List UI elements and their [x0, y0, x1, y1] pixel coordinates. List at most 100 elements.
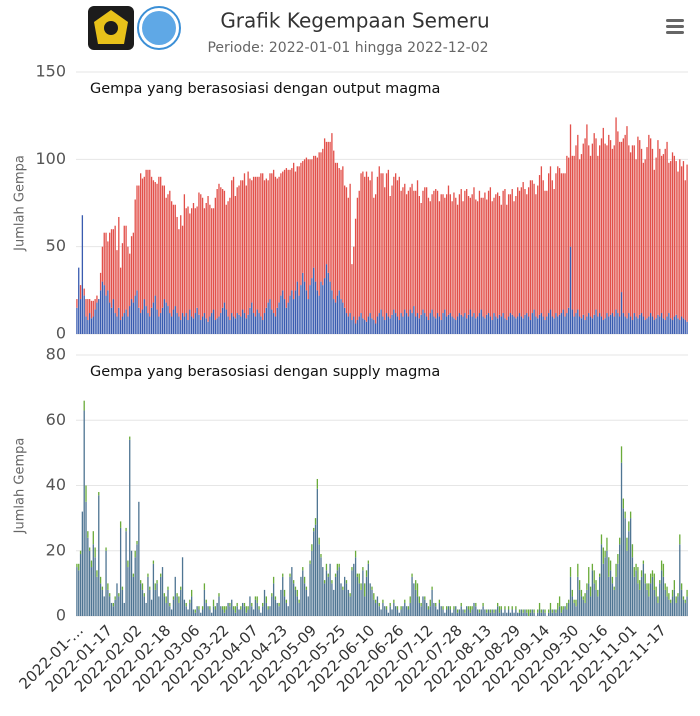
bar [553, 189, 555, 319]
bar [682, 596, 685, 600]
bar [655, 596, 657, 616]
bar [356, 320, 359, 334]
bar [608, 557, 610, 577]
bar [156, 309, 158, 334]
bar [378, 166, 380, 314]
bar [633, 576, 635, 616]
bar [262, 173, 264, 321]
bar [467, 609, 470, 616]
bar [580, 589, 583, 597]
bar [566, 609, 568, 616]
bar [557, 316, 559, 334]
bar [203, 313, 206, 334]
bar [154, 589, 156, 616]
bar [555, 313, 557, 334]
bar [675, 602, 677, 616]
bar [396, 316, 399, 334]
bar [78, 570, 80, 616]
bar [99, 583, 102, 616]
bar [218, 593, 220, 597]
bar [203, 589, 206, 616]
bar [460, 189, 462, 315]
bar [659, 580, 661, 584]
bar [181, 557, 184, 616]
bar [316, 290, 318, 334]
bar [631, 557, 634, 616]
bar [475, 606, 477, 616]
bar [482, 606, 484, 616]
bar [650, 573, 652, 584]
bar [407, 316, 410, 334]
bar [478, 190, 481, 314]
bar [626, 550, 628, 616]
bar [262, 320, 264, 334]
bar [121, 589, 124, 616]
bar [400, 190, 402, 314]
bar [376, 596, 379, 616]
bar [101, 589, 104, 616]
bar [140, 173, 142, 314]
bar [223, 606, 226, 613]
bar [455, 320, 457, 334]
bar [227, 602, 229, 616]
bar [506, 204, 508, 321]
bar [571, 155, 573, 310]
bar [296, 589, 298, 597]
bar [212, 606, 215, 616]
bar [677, 593, 679, 597]
bar [125, 531, 127, 616]
bar [608, 316, 610, 334]
bar [187, 206, 189, 321]
bar [650, 583, 652, 616]
bar [435, 318, 437, 334]
bar [296, 281, 298, 334]
bar [520, 316, 522, 334]
bar [475, 199, 477, 319]
bar [127, 567, 129, 616]
bar [411, 313, 413, 334]
menu-button[interactable] [666, 19, 684, 34]
bar [285, 168, 288, 308]
bar [438, 599, 441, 603]
bar [560, 313, 563, 334]
bar [668, 593, 670, 600]
bar [458, 194, 461, 314]
bar [629, 511, 632, 519]
bar [274, 599, 277, 616]
bar [116, 250, 118, 317]
bar [238, 609, 240, 616]
bar [562, 609, 564, 616]
bar [161, 307, 164, 334]
bar [263, 313, 266, 334]
bar [456, 609, 459, 613]
bar [140, 583, 142, 616]
bar [628, 145, 630, 314]
bar [347, 197, 349, 317]
bar [252, 176, 255, 314]
bar [604, 318, 606, 334]
bar [389, 318, 391, 334]
bar [533, 612, 535, 616]
bar [81, 215, 84, 334]
bar [354, 550, 357, 558]
bar [212, 309, 215, 334]
bar [89, 313, 91, 334]
bar [677, 318, 679, 334]
bar [487, 313, 490, 334]
bar [369, 180, 371, 314]
bar [546, 316, 548, 334]
annotation: Gempa yang berasosiasi dengan supply mag… [90, 364, 440, 380]
bar [165, 197, 167, 303]
bar [651, 148, 654, 317]
bar [398, 176, 400, 321]
bar [493, 197, 495, 314]
bar [537, 609, 539, 613]
bar [393, 599, 395, 603]
bar [249, 178, 251, 308]
bar [231, 180, 233, 314]
bar [662, 154, 665, 319]
bar [584, 138, 586, 321]
bar [323, 138, 326, 279]
bar [544, 190, 546, 321]
bar [531, 180, 533, 314]
